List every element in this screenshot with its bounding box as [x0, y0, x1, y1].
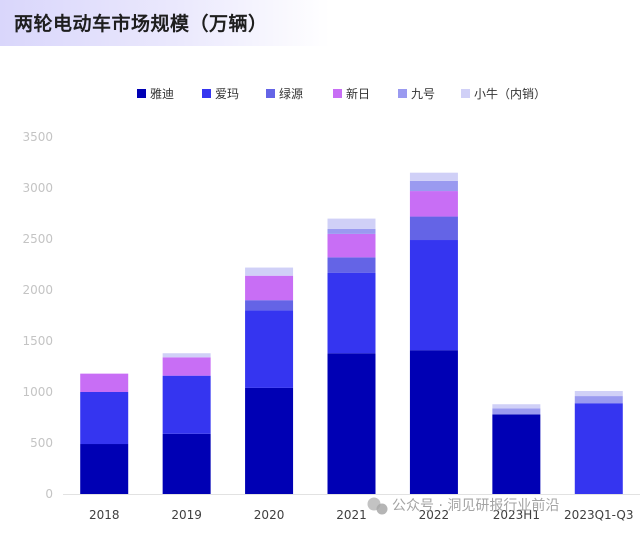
- bar-segment: [409, 191, 458, 217]
- bar-segment: [245, 275, 294, 301]
- x-tick-label: 2019: [171, 508, 202, 522]
- bar-segment: [80, 373, 129, 392]
- x-tick-label: 2023H1: [493, 508, 540, 522]
- y-tick-label: 3000: [22, 181, 53, 195]
- bar-segment: [409, 350, 458, 494]
- legend-swatch: [202, 89, 211, 98]
- bar-segment: [327, 228, 376, 234]
- bar-segment: [245, 310, 294, 388]
- bar-segment: [327, 257, 376, 273]
- bar-segment: [492, 414, 541, 494]
- bar-segment: [245, 387, 294, 494]
- y-tick-label: 0: [45, 487, 53, 501]
- legend-swatch: [398, 89, 407, 98]
- bar-segment: [409, 172, 458, 181]
- bar-segment: [574, 390, 623, 397]
- bar-segment: [574, 403, 623, 494]
- watermark-text: 公众号 · 洞见研报行业前沿: [392, 497, 559, 514]
- bar-segment: [492, 408, 541, 415]
- x-tick-label: 2021: [336, 508, 367, 522]
- y-tick-label: 500: [30, 436, 53, 450]
- chart-title: 两轮电动车市场规模（万辆）: [14, 13, 268, 35]
- bar-segment: [162, 357, 211, 376]
- legend-label: 绿源: [279, 86, 303, 101]
- bar-segment: [162, 433, 211, 494]
- bar-segment: [409, 216, 458, 241]
- bar-segment: [245, 267, 294, 276]
- bar-segment: [327, 272, 376, 354]
- bar-segment: [245, 300, 294, 311]
- legend-swatch: [333, 89, 342, 98]
- title-banner: [0, 0, 330, 46]
- y-tick-label: 2500: [22, 232, 53, 246]
- legend-label: 爱玛: [215, 87, 239, 101]
- bar-segment: [409, 240, 458, 351]
- bar-segment: [80, 444, 129, 494]
- bar-segment: [574, 396, 623, 404]
- wechat-icon-bubble: [376, 503, 388, 515]
- y-tick-label: 1000: [22, 385, 53, 399]
- bar-segment: [162, 353, 211, 358]
- bar-segment: [492, 404, 541, 409]
- y-tick-label: 3500: [22, 130, 53, 144]
- bar-segment: [162, 375, 211, 434]
- legend-label: 新日: [346, 86, 370, 101]
- wechat-icon: [367, 497, 388, 515]
- x-tick-label: 2018: [89, 508, 120, 522]
- bar-segment: [327, 218, 376, 229]
- x-tick-label: 2023Q1-Q3: [564, 508, 633, 522]
- legend-swatch: [461, 89, 470, 98]
- legend-label: 小牛（内销）: [474, 86, 546, 101]
- bar-segment: [327, 233, 376, 258]
- x-tick-label: 2020: [254, 508, 285, 522]
- bar-segment: [80, 392, 129, 445]
- legend-swatch: [137, 89, 146, 98]
- legend-label: 雅迪: [150, 86, 174, 101]
- legend-label: 九号: [411, 87, 435, 101]
- legend-swatch: [266, 89, 275, 98]
- bar-segment: [409, 180, 458, 192]
- bar-segment: [327, 353, 376, 494]
- y-tick-label: 2000: [22, 283, 53, 297]
- y-tick-label: 1500: [22, 334, 53, 348]
- x-tick-label: 2022: [419, 508, 450, 522]
